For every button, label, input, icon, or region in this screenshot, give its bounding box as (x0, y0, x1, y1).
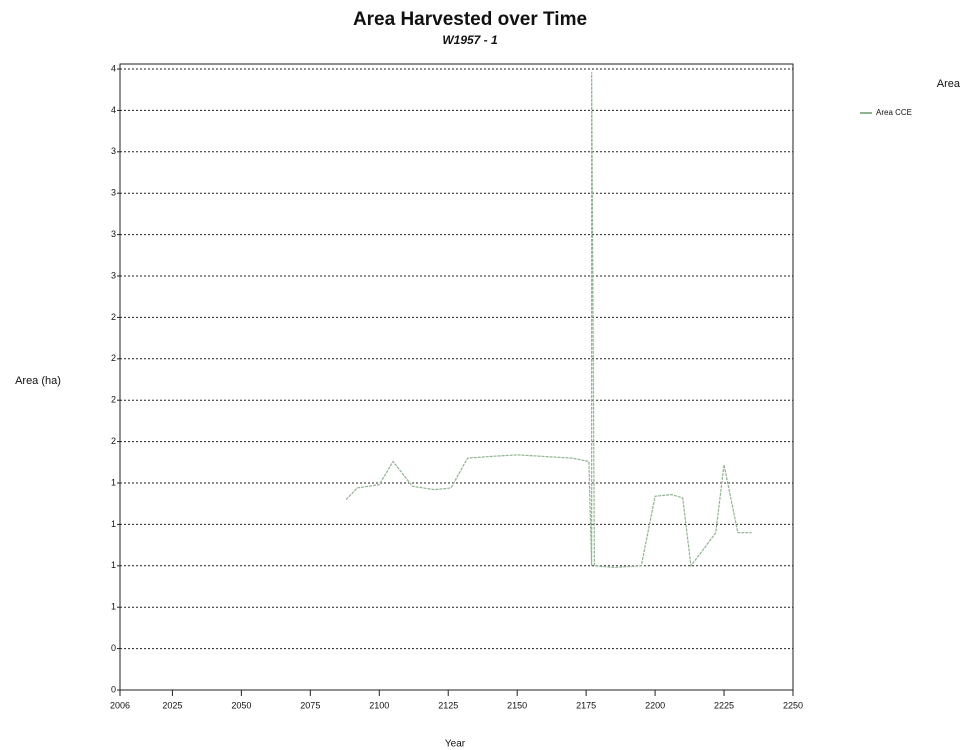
x-tick-label: 2250 (783, 700, 803, 710)
legend-label: Area CCE (876, 108, 912, 117)
x-tick-label: 2050 (231, 700, 251, 710)
y-tick-label: 1 (111, 560, 116, 570)
x-tick-label: 2075 (300, 700, 320, 710)
y-tick-label: 2 (111, 436, 116, 446)
y-tick-label: 3 (111, 188, 116, 198)
x-tick-label: 2100 (369, 700, 389, 710)
x-tick-label: 2006 (110, 700, 130, 710)
y-tick-label: 1 (111, 519, 116, 529)
y-tick-label: 3 (111, 146, 116, 156)
x-axis-title: Year (445, 739, 466, 750)
x-tick-label: 2025 (162, 700, 182, 710)
y-tick-label: 1 (111, 477, 116, 487)
legend-title: Area (937, 78, 961, 90)
plot-frame (119, 63, 794, 691)
y-tick-label: 2 (111, 353, 116, 363)
y-tick-label: 1 (111, 602, 116, 612)
x-tick-label: 2150 (507, 700, 527, 710)
x-tick-label: 2225 (714, 700, 734, 710)
chart-title: Area Harvested over Time (353, 9, 587, 30)
y-tick-label: 2 (111, 312, 116, 322)
x-tick-label: 2125 (438, 700, 458, 710)
chart-subtitle: W1957 - 1 (442, 33, 498, 47)
y-tick-label: 4 (111, 63, 116, 73)
x-tick-label: 2175 (576, 700, 596, 710)
y-tick-label: 2 (111, 395, 116, 405)
series-line (345, 72, 752, 569)
y-tick-label: 0 (111, 643, 116, 653)
x-tick-label: 2200 (645, 700, 665, 710)
y-tick-label: 0 (111, 684, 116, 694)
y-tick-label: 4 (111, 105, 116, 115)
y-tick-label: 3 (111, 270, 116, 280)
y-tick-label: 3 (111, 229, 116, 239)
y-axis-title: Area (ha) (15, 375, 61, 387)
